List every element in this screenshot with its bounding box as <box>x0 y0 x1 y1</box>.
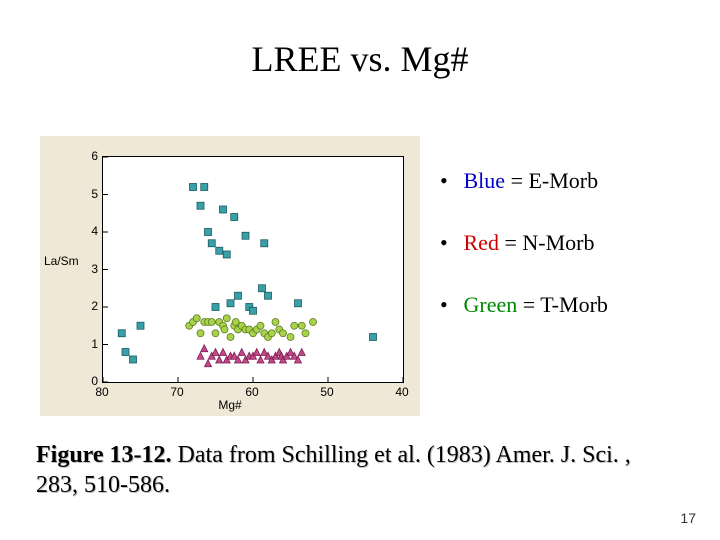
chart-panel: La/Sm 0123456 8070605040 Mg# <box>40 136 420 416</box>
legend: • Blue = E-Morb • Red = N-Morb • Green =… <box>440 168 670 354</box>
legend-item-green: • Green = T-Morb <box>440 292 670 318</box>
x-tick-label: 40 <box>387 385 417 399</box>
chart-ylabel: La/Sm <box>44 254 79 268</box>
legend-label: Green = T-Morb <box>464 292 608 317</box>
y-tick-label: 2 <box>78 299 98 313</box>
x-tick-label: 50 <box>312 385 342 399</box>
chart-svg <box>103 157 403 382</box>
y-tick-label: 5 <box>78 187 98 201</box>
bullet-icon: • <box>440 230 458 256</box>
y-tick-label: 3 <box>78 262 98 276</box>
x-tick-label: 70 <box>162 385 192 399</box>
y-tick-label: 1 <box>78 337 98 351</box>
chart-plot-area <box>102 156 404 383</box>
page-title: LREE vs. Mg# <box>0 38 720 80</box>
legend-label: Red = N-Morb <box>464 230 595 255</box>
x-tick-label: 60 <box>237 385 267 399</box>
bullet-icon: • <box>440 168 458 194</box>
y-tick-label: 4 <box>78 224 98 238</box>
x-tick-label: 80 <box>87 385 117 399</box>
chart-xlabel: Mg# <box>40 398 420 412</box>
y-tick-label: 6 <box>78 149 98 163</box>
legend-item-blue: • Blue = E-Morb <box>440 168 670 194</box>
legend-label: Blue = E-Morb <box>464 168 599 193</box>
page-number: 17 <box>680 510 696 526</box>
legend-item-red: • Red = N-Morb <box>440 230 670 256</box>
bullet-icon: • <box>440 292 458 318</box>
figure-caption: Figure 13-12. Data from Schilling et al.… <box>36 440 676 500</box>
figure-label: Figure 13-12. <box>36 442 172 468</box>
